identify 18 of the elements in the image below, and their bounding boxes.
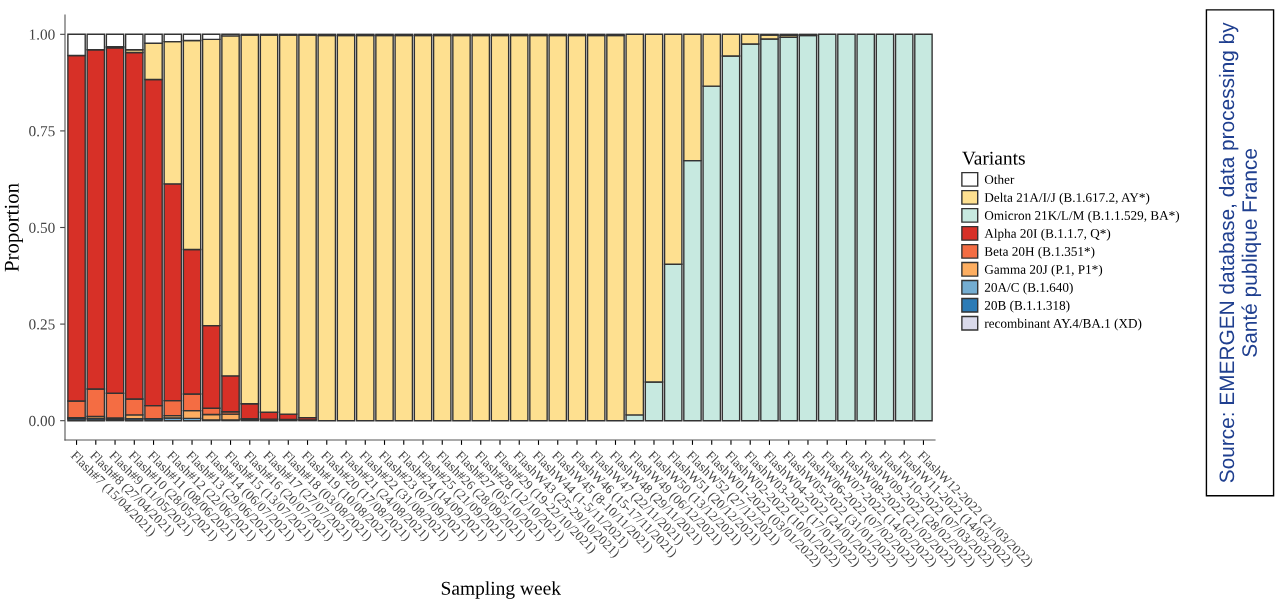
legend-label: Omicron 21K/L/M (B.1.1.529, BA*) (984, 210, 1180, 223)
source-note: Source: EMERGEN database, data processing by Santé publique France (1218, 22, 1262, 483)
legend-label: 20B (B.1.1.318) (984, 300, 1070, 313)
y-tick-label: 0.25 (29, 319, 55, 330)
legend-label: Beta 20H (B.1.351*) (984, 246, 1095, 259)
y-tick-label: 1.00 (29, 29, 55, 40)
legend-label: 20A/C (B.1.640) (984, 282, 1073, 295)
y-tick-label: 0.75 (29, 126, 55, 137)
legend-label: Delta 21A/I/J (B.1.617.2, AY*) (984, 192, 1150, 205)
legend-label: Gamma 20J (P.1, P1*) (984, 264, 1103, 277)
x-axis-title: Sampling week (441, 581, 561, 599)
y-tick-label: 0.00 (29, 415, 55, 427)
legend-label: Other (984, 174, 1015, 184)
legend-label: Alpha 20I (B.1.1.7, Q*) (984, 228, 1111, 241)
y-tick-label: 0.50 (29, 222, 55, 234)
legend-label: recombinant AY.4/BA.1 (XD) (984, 318, 1142, 331)
y-axis-title: Proportion (4, 183, 23, 272)
legend-title: Variants (962, 151, 1025, 165)
